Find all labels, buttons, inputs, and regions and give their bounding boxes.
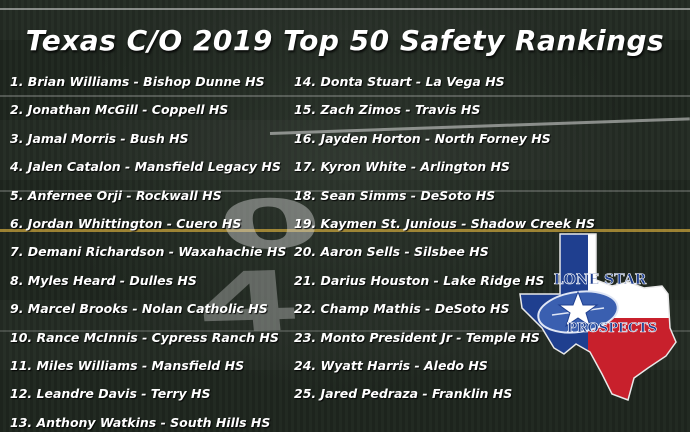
lone-star-prospects-logo: LONE STAR PROSPECTS — [519, 233, 677, 401]
texas-outline — [519, 233, 677, 401]
ranking-item: 7. Demani Richardson - Waxahachie HS — [10, 244, 287, 260]
ranking-item: 24. Wyatt Harris - Aledo HS — [294, 357, 488, 373]
star-icon — [557, 290, 599, 328]
ranking-item: 21. Darius Houston - Lake Ridge HS — [294, 272, 545, 288]
yard-line — [0, 8, 690, 10]
ranking-item: 18. Sean Simms - DeSoto HS — [294, 187, 496, 203]
ranking-item: 2. Jonathan McGill - Coppell HS — [10, 102, 229, 118]
ranking-item: 6. Jordan Whittington - Cuero HS — [10, 215, 242, 231]
ranking-item: 22. Champ Mathis - DeSoto HS — [294, 301, 510, 317]
ranking-item: 19. Kaymen St. Junious - Shadow Creek HS — [294, 215, 595, 231]
ranking-item: 15. Zach Zimos - Travis HS — [294, 102, 481, 118]
ranking-item: 23. Monto President Jr - Temple HS — [294, 329, 540, 345]
ranking-item: 10. Rance McInnis - Cypress Ranch HS — [10, 329, 279, 345]
logo-bottom-text: PROSPECTS — [567, 321, 657, 336]
ranking-item: 1. Brian Williams - Bishop Dunne HS — [10, 74, 265, 89]
ranking-item: 8. Myles Heard - Dulles HS — [10, 272, 197, 288]
yard-line — [0, 95, 690, 97]
ranking-item: 12. Leandre Davis - Terry HS — [10, 386, 211, 402]
logo-top-text: LONE STAR — [554, 272, 647, 288]
ranking-item: 9. Marcel Brooks - Nolan Catholic HS — [10, 301, 268, 317]
yard-line — [0, 330, 690, 332]
ranking-item: 20. Aaron Sells - Silsbee HS — [294, 244, 489, 260]
yard-line — [0, 190, 690, 192]
page-title: Texas C/O 2019 Top 50 Safety Rankings — [25, 24, 665, 57]
rankings-column-right: 14. Donta Stuart - La Vega HS 15. Zach Z… — [294, 72, 595, 413]
ranking-item: 25. Jared Pedraza - Franklin HS — [294, 386, 513, 402]
ranking-item: 14. Donta Stuart - La Vega HS — [294, 74, 505, 89]
rankings-column-left: 1. Brian Williams - Bishop Dunne HS 2. J… — [10, 72, 286, 432]
ranking-item: 4. Jalen Catalon - Mansfield Legacy HS — [10, 159, 281, 175]
ranking-item: 3. Jamal Morris - Bush HS — [10, 130, 189, 146]
ranking-item: 17. Kyron White - Arlington HS — [294, 159, 510, 175]
ranking-item: 13. Anthony Watkins - South Hills HS — [10, 414, 271, 430]
gold-yard-line — [0, 229, 690, 232]
ranking-item: 5. Anfernee Orji - Rockwall HS — [10, 187, 222, 203]
ranking-item: 11. Miles Williams - Mansfield HS — [10, 357, 245, 373]
ranking-item: 16. Jayden Horton - North Forney HS — [294, 130, 551, 146]
